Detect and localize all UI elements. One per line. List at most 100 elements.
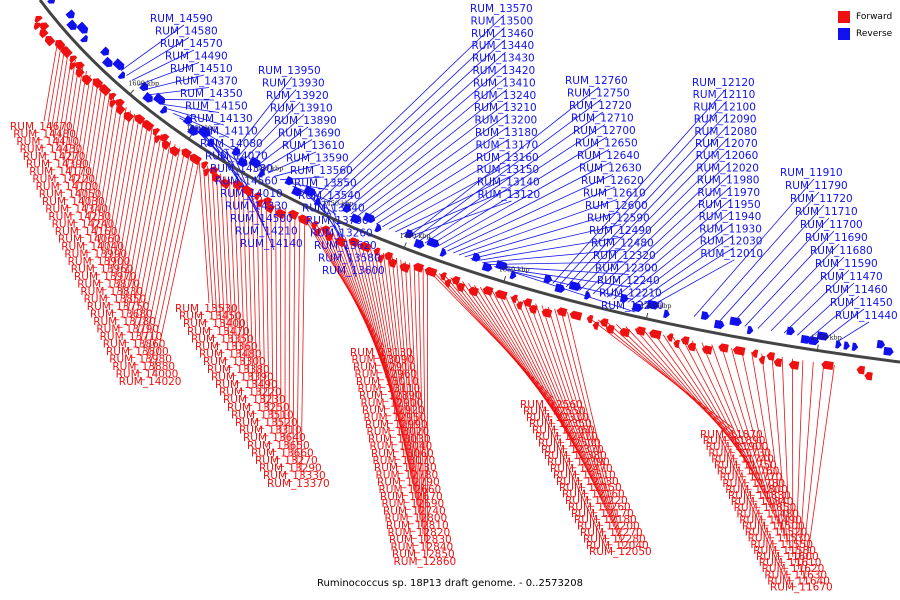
forward-gene-arrow <box>34 15 43 24</box>
leader-line <box>672 336 760 485</box>
forward-gene-arrow <box>69 62 78 71</box>
leader-line <box>251 191 258 395</box>
leader-line <box>378 251 412 477</box>
forward-gene-arrow <box>456 282 466 292</box>
forward-gene-label: RUM_12560 <box>520 399 583 411</box>
reverse-gene-label: RUM_12250 <box>601 300 664 312</box>
tick-label: 1600 kbp <box>128 80 159 88</box>
reverse-gene-label: RUM_14130 <box>190 113 253 125</box>
leader-line <box>485 288 585 464</box>
leader-line <box>94 99 119 242</box>
forward-gene-arrow <box>680 336 690 345</box>
forward-gene-label: RUM_13960 <box>71 264 134 276</box>
forward-gene-arrow <box>39 29 49 39</box>
leader-line <box>408 200 512 238</box>
leader-line <box>413 99 602 240</box>
reverse-gene-label: RUM_14580 <box>155 26 218 38</box>
forward-gene-label: RUM_12380 <box>544 450 607 462</box>
reverse-gene-label: RUM_14070 <box>205 151 268 163</box>
forward-gene-label: RUM_11630 <box>764 569 827 581</box>
reverse-gene-label: RUM_13740 <box>302 203 365 215</box>
leader-line <box>326 39 506 204</box>
reverse-gene-label: RUM_12640 <box>577 150 640 162</box>
leader-line <box>139 147 181 347</box>
leader-line <box>220 173 230 342</box>
forward-gene-label: RUM_11830 <box>728 490 791 502</box>
reverse-gene-label: RUM_11690 <box>805 232 868 244</box>
forward-gene-label: RUM_14410 <box>16 136 79 148</box>
forward-gene-label: RUM_12130 <box>556 476 619 488</box>
legend-label-reverse: Reverse <box>856 28 893 39</box>
leader-line <box>770 256 845 332</box>
tick-mark <box>255 174 259 181</box>
leader-line <box>365 245 407 456</box>
reverse-gene-label: RUM_13890 <box>274 115 337 127</box>
leader-line <box>535 303 609 515</box>
forward-gene-label: RUM_11900 <box>706 441 769 453</box>
forward-gene-label: RUM_13640 <box>243 432 306 444</box>
reverse-gene-arrow <box>404 229 414 239</box>
reverse-gene-arrow <box>139 81 149 92</box>
leader-line <box>85 89 107 219</box>
forward-gene-arrow <box>169 146 181 157</box>
forward-gene-label: RUM_13470 <box>187 326 250 338</box>
leader-line <box>382 151 510 228</box>
reverse-gene-label: RUM_13690 <box>278 128 341 140</box>
forward-gene-label: RUM_14240 <box>52 219 115 231</box>
forward-gene-arrow <box>189 153 202 166</box>
forward-gene-label: RUM_13520 <box>235 417 298 429</box>
reverse-gene-label: RUM_12240 <box>597 275 660 287</box>
reverse-gene-label: RUM_13420 <box>473 65 536 77</box>
forward-gene-label: RUM_11640 <box>767 575 830 587</box>
forward-gene-label: RUM_12900 <box>361 397 424 409</box>
leader-line <box>126 37 190 76</box>
forward-gene-label: RUM_12800 <box>385 513 448 525</box>
leader-line <box>374 249 410 470</box>
forward-gene-arrow <box>424 266 438 278</box>
forward-gene-label: RUM_13010 <box>356 376 419 388</box>
forward-gene-label: RUM_13480 <box>199 349 262 361</box>
forward-gene-arrow <box>256 199 264 208</box>
reverse-gene-arrow <box>835 340 842 349</box>
reverse-gene-label: RUM_11790 <box>785 180 848 192</box>
leader-line <box>388 163 511 230</box>
leader-line <box>357 242 404 441</box>
reverse-gene-arrow <box>47 0 56 4</box>
forward-gene-label: RUM_13130 <box>350 347 413 359</box>
leader-line <box>296 216 301 471</box>
reverse-gene-arrow <box>568 281 582 291</box>
forward-gene-label: RUM_11850 <box>734 502 797 514</box>
forward-gene-arrow <box>451 276 461 286</box>
reverse-gene-label: RUM_13200 <box>475 115 538 127</box>
leader-line <box>592 161 730 295</box>
forward-gene-arrow <box>444 278 452 288</box>
leader-line <box>810 295 860 338</box>
reverse-gene-arrow <box>342 203 352 213</box>
forward-gene-arrow <box>556 307 568 317</box>
forward-gene-label: RUM_12050 <box>589 546 652 558</box>
forward-gene-arrow <box>220 178 232 190</box>
forward-gene-label: RUM_13870 <box>77 279 140 291</box>
forward-gene-arrow <box>75 68 85 78</box>
leader-line <box>424 124 606 244</box>
leader-line <box>320 27 505 201</box>
tick-label: 1350 kbp <box>499 265 530 273</box>
leader-line <box>143 74 205 91</box>
leader-line <box>43 40 59 122</box>
reverse-gene-label: RUM_12090 <box>694 114 757 126</box>
reverse-gene-arrow <box>471 252 481 262</box>
forward-gene-label: RUM_13530 <box>175 303 238 315</box>
reverse-gene-label: RUM_12100 <box>693 101 756 113</box>
leader-line <box>110 117 140 279</box>
leader-line <box>757 243 840 329</box>
reverse-gene-label: RUM_14330 <box>225 201 288 213</box>
leader-line <box>701 342 768 503</box>
forward-gene-label: RUM_11580 <box>753 545 816 557</box>
reverse-gene-label: RUM_14570 <box>160 38 223 50</box>
reverse-gene-label: RUM_12490 <box>589 225 652 237</box>
forward-gene-arrow <box>359 241 372 253</box>
forward-gene-arrow <box>586 314 594 324</box>
reverse-gene-label: RUM_13150 <box>477 164 540 176</box>
forward-gene-arrow <box>348 237 360 248</box>
